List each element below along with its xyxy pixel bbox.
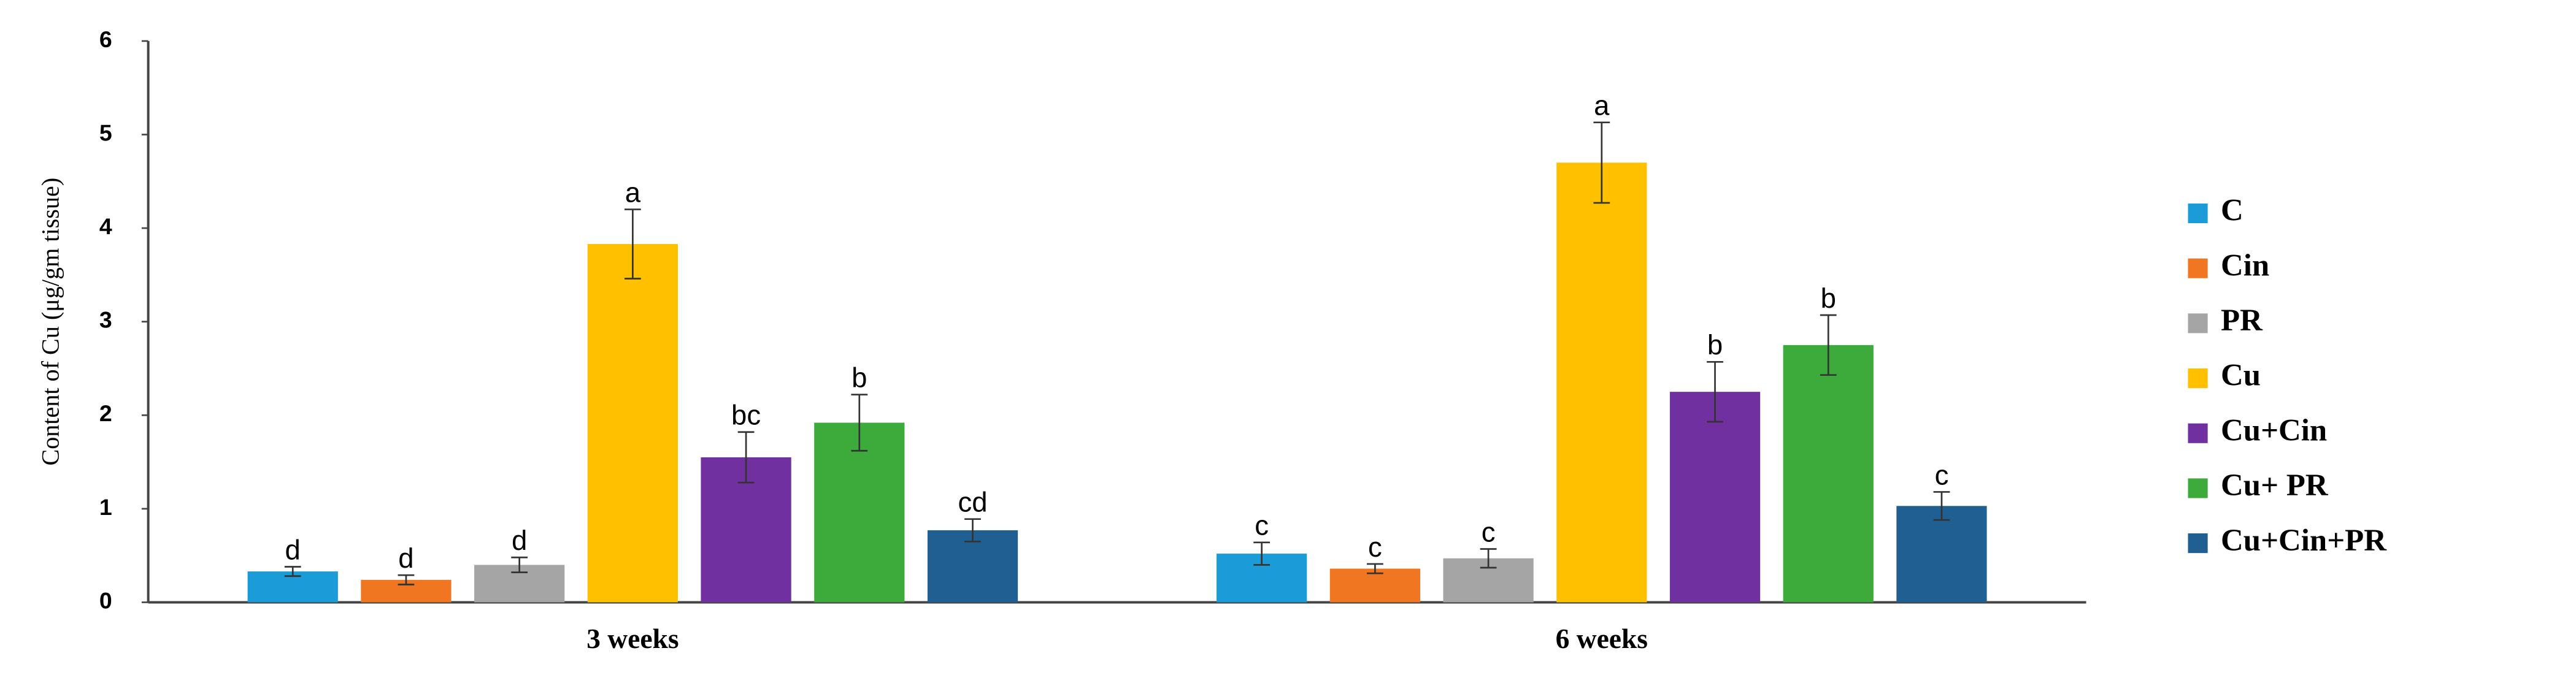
significance-letter: d bbox=[398, 543, 413, 574]
y-tick-label: 6 bbox=[99, 26, 112, 52]
y-tick-label: 4 bbox=[99, 213, 112, 239]
significance-letter: d bbox=[512, 525, 527, 556]
significance-letter: a bbox=[625, 177, 641, 208]
bar bbox=[814, 422, 905, 603]
significance-letter: c bbox=[1368, 532, 1382, 563]
y-tick-label: 1 bbox=[99, 494, 112, 520]
significance-letter: c bbox=[1935, 459, 1949, 490]
legend-label: Cu+ PR bbox=[2221, 468, 2329, 503]
legend-label: C bbox=[2221, 194, 2243, 228]
significance-letter: b bbox=[1707, 329, 1723, 360]
bar bbox=[1896, 506, 1987, 603]
significance-letter: a bbox=[1594, 90, 1610, 121]
y-tick-label: 5 bbox=[99, 120, 112, 145]
bar bbox=[1669, 392, 1761, 603]
y-tick-label: 0 bbox=[99, 587, 112, 613]
legend-swatch bbox=[2188, 478, 2208, 498]
legend-swatch bbox=[2188, 368, 2208, 389]
legend-label: Cu bbox=[2221, 359, 2261, 393]
y-tick-label: 2 bbox=[99, 400, 112, 426]
significance-letter: c bbox=[1255, 510, 1269, 541]
bar bbox=[1783, 345, 1874, 603]
legend-swatch bbox=[2188, 423, 2208, 443]
y-tick-label: 3 bbox=[99, 307, 112, 333]
significance-letter: b bbox=[1821, 283, 1836, 314]
legend-swatch bbox=[2188, 313, 2208, 333]
significance-letter: cd bbox=[958, 487, 987, 518]
significance-letter: b bbox=[852, 362, 867, 394]
significance-letter: d bbox=[285, 534, 301, 565]
x-tick-label: 6 weeks bbox=[1556, 623, 1648, 654]
legend-label: Cin bbox=[2221, 248, 2269, 283]
significance-letter: bc bbox=[731, 400, 761, 431]
bar bbox=[1556, 162, 1647, 603]
bar bbox=[587, 244, 678, 603]
legend-label: PR bbox=[2221, 303, 2263, 338]
legend-swatch bbox=[2188, 533, 2208, 554]
significance-letter: c bbox=[1482, 516, 1496, 547]
y-axis-label: Content of Cu (μg/gm tissue) bbox=[37, 178, 64, 466]
bar bbox=[1329, 568, 1421, 603]
legend-label: Cu+Cin bbox=[2221, 413, 2327, 448]
legend-swatch bbox=[2188, 203, 2208, 224]
legend-label: Cu+Cin+PR bbox=[2221, 524, 2387, 558]
x-tick-label: 3 weeks bbox=[586, 623, 679, 654]
legend-swatch bbox=[2188, 258, 2208, 278]
